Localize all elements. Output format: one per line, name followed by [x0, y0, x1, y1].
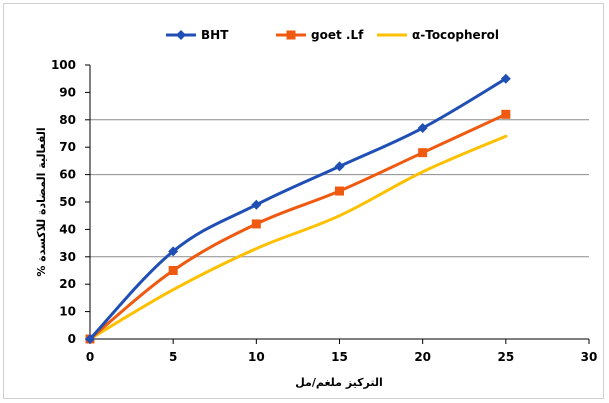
x-tick-label: 20: [414, 350, 431, 364]
data-point: [168, 246, 179, 257]
series-tocopherol: [88, 134, 508, 341]
y-tick-label: 60: [59, 168, 76, 182]
legend-label: BHT: [201, 28, 229, 42]
x-tick-label: 15: [331, 350, 348, 364]
data-point: [500, 73, 511, 84]
series-line-tocopherol: [88, 134, 508, 341]
data-point: [501, 109, 511, 119]
grid-lines: [90, 119, 589, 258]
y-tick-labels: 0 10 20 30 40 50 60 70 80 90 100: [51, 58, 76, 346]
data-point: [251, 199, 262, 210]
series-line-bht: [88, 77, 508, 341]
y-tick-label: 30: [59, 250, 76, 264]
data-point: [251, 219, 261, 229]
chart-frame: [3, 3, 604, 399]
series-line-goet-lf: [88, 112, 508, 341]
y-tick-label: 80: [59, 113, 76, 127]
legend-marker: [286, 30, 296, 40]
legend-label: α-Tocopherol: [412, 28, 499, 42]
legend-marker: [176, 30, 186, 40]
series-goet-lf: [85, 109, 511, 344]
series-group: [85, 73, 511, 344]
y-tick-label: 70: [59, 140, 76, 154]
y-tick-label: 50: [59, 195, 76, 209]
legend-item: α-Tocopherol: [377, 28, 499, 42]
data-point: [168, 266, 178, 275]
data-point: [335, 186, 344, 196]
data-point: [334, 161, 345, 172]
y-tick-label: 90: [59, 85, 76, 99]
x-axis-title: التركيز ملغم/مل: [295, 376, 383, 389]
series-bht: [85, 73, 511, 344]
x-tick-label: 10: [248, 350, 265, 364]
y-tick-label: 10: [59, 305, 76, 319]
data-point: [418, 148, 428, 158]
axes: [85, 64, 590, 344]
y-tick-label: 20: [59, 277, 76, 291]
x-tick-label: 5: [169, 350, 177, 364]
y-tick-label: 0: [68, 332, 76, 346]
legend-item: goet .Lf: [276, 28, 364, 42]
legend: BHT goet .Lf α-Tocopherol: [166, 28, 499, 42]
y-tick-label: 100: [51, 58, 76, 72]
legend-label: goet .Lf: [311, 28, 364, 42]
y-axis-title: الفعالية المضادة للاكسدة %: [35, 127, 48, 276]
x-tick-label: 0: [86, 350, 94, 364]
x-tick-label: 30: [581, 350, 598, 364]
x-tick-label: 25: [497, 350, 514, 364]
legend-item: BHT: [166, 28, 229, 42]
data-point: [85, 334, 95, 344]
x-tick-labels: 0 5 10 15 20 25 30: [86, 350, 598, 364]
data-point: [417, 123, 428, 134]
y-tick-label: 40: [59, 222, 76, 236]
